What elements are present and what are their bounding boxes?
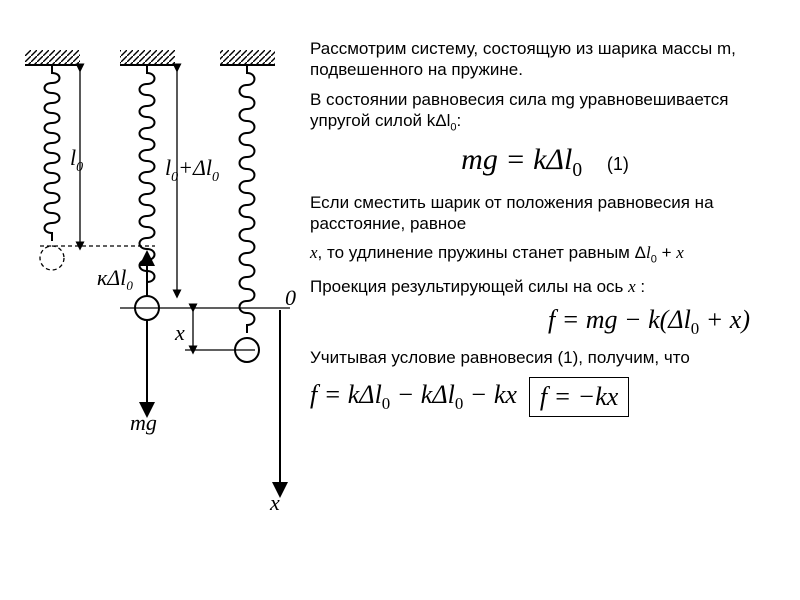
spring-diagram: l0 l0+Δl0 кΔl0 mg bbox=[25, 50, 305, 570]
label-l0dl: l0+Δl0 bbox=[165, 155, 219, 185]
boxed-result: f = −kx bbox=[529, 377, 629, 417]
p4: Учитывая условие равновесия (1), получим… bbox=[310, 347, 780, 368]
p2: Если сместить шарик от положения равнове… bbox=[310, 192, 780, 235]
label-mg: mg bbox=[130, 410, 157, 435]
equation-3-row: f = kΔl0 − kΔl0 − kx f = −kx bbox=[310, 376, 780, 418]
label-zero: 0 bbox=[285, 285, 296, 310]
equation-2: f = mg − k(Δl0 + x) bbox=[310, 305, 780, 339]
label-l0: l0 bbox=[70, 145, 83, 175]
intro-text: Рассмотрим систему, состоящую из шарика … bbox=[310, 38, 780, 81]
p1: В состоянии равновесия сила mg уравновеш… bbox=[310, 89, 780, 135]
label-x: x bbox=[174, 320, 185, 345]
p2b: х, то удлинение пружины станет равным Δl… bbox=[310, 242, 780, 267]
equation-1: mg = kΔl0 (1) bbox=[310, 143, 780, 182]
label-xaxis: x bbox=[269, 490, 280, 515]
p3: Проекция результирующей силы на ось х : bbox=[310, 276, 780, 297]
label-kdl: кΔl0 bbox=[97, 265, 133, 293]
